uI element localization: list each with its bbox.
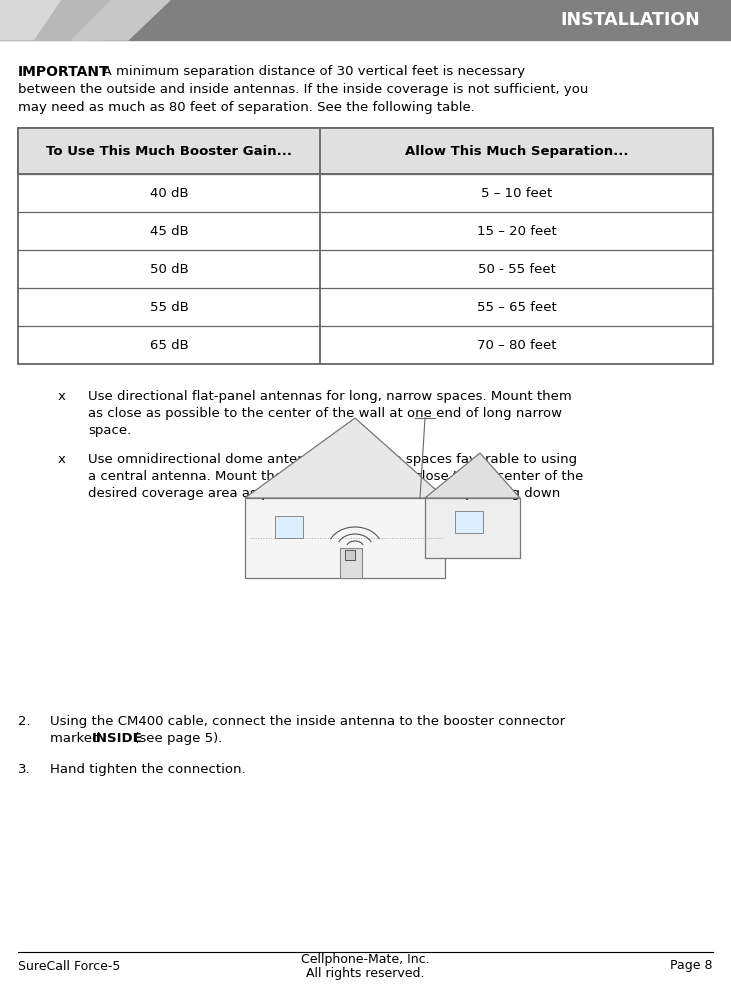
Polygon shape [245, 498, 445, 578]
Bar [0, 0, 731, 40]
Bar [455, 511, 483, 533]
Polygon shape [35, 0, 148, 40]
Polygon shape [245, 418, 445, 498]
Text: 2.: 2. [18, 715, 31, 728]
Text: Page 8: Page 8 [670, 959, 713, 972]
Text: 55 dB: 55 dB [150, 300, 189, 313]
Text: 40 dB: 40 dB [150, 187, 189, 200]
Bar [345, 550, 355, 560]
Polygon shape [425, 453, 520, 498]
Text: IMPORTANT: IMPORTANT [18, 65, 110, 79]
Text: Use omnidirectional dome antennas for square spaces favorable to using: Use omnidirectional dome antennas for sq… [88, 453, 577, 466]
Text: space.: space. [88, 424, 132, 437]
Text: 55 – 65 feet: 55 – 65 feet [477, 300, 556, 313]
Text: Hand tighten the connection.: Hand tighten the connection. [50, 763, 246, 776]
Text: x: x [58, 453, 66, 466]
Text: SureCall Force-5: SureCall Force-5 [18, 959, 121, 972]
Text: INSIDE: INSIDE [92, 732, 143, 745]
Text: Cellphone-Mate, Inc.: Cellphone-Mate, Inc. [300, 952, 429, 965]
Text: marked: marked [50, 732, 105, 745]
Polygon shape [0, 0, 130, 40]
Text: To Use This Much Booster Gain...: To Use This Much Booster Gain... [46, 145, 292, 158]
Text: a central antenna. Mount them in the ceiling, as close to the center of the: a central antenna. Mount them in the cei… [88, 470, 583, 483]
Text: x: x [58, 390, 66, 403]
Text: between the outside and inside antennas. If the inside coverage is not sufficien: between the outside and inside antennas.… [18, 83, 588, 96]
Text: as close as possible to the center of the wall at one end of long narrow: as close as possible to the center of th… [88, 407, 562, 420]
Text: : A minimum separation distance of 30 vertical feet is necessary: : A minimum separation distance of 30 ve… [94, 65, 525, 78]
Bar [18, 128, 713, 174]
Text: may need as much as 80 feet of separation. See the following table.: may need as much as 80 feet of separatio… [18, 101, 475, 114]
Text: All rights reserved.: All rights reserved. [306, 966, 424, 979]
Bar [340, 548, 362, 578]
Text: Use directional flat-panel antennas for long, narrow spaces. Mount them: Use directional flat-panel antennas for … [88, 390, 572, 403]
Text: Using the CM400 cable, connect the inside antenna to the booster connector: Using the CM400 cable, connect the insid… [50, 715, 565, 728]
Text: desired coverage area as possible, with the domed side pointing down: desired coverage area as possible, with … [88, 487, 560, 500]
Text: 45 dB: 45 dB [150, 225, 189, 238]
Bar [275, 516, 303, 538]
Text: 50 - 55 feet: 50 - 55 feet [478, 262, 556, 275]
Text: INSTALLATION: INSTALLATION [560, 11, 700, 29]
Text: (see page 5).: (see page 5). [130, 732, 222, 745]
Text: 15 – 20 feet: 15 – 20 feet [477, 225, 556, 238]
Polygon shape [72, 0, 170, 40]
Text: 5 – 10 feet: 5 – 10 feet [481, 187, 553, 200]
Text: 50 dB: 50 dB [150, 262, 189, 275]
Text: Allow This Much Separation...: Allow This Much Separation... [405, 145, 629, 158]
Text: 70 – 80 feet: 70 – 80 feet [477, 338, 556, 351]
Polygon shape [425, 498, 520, 558]
Text: 65 dB: 65 dB [150, 338, 189, 351]
Text: 3.: 3. [18, 763, 31, 776]
Bar [18, 128, 713, 364]
